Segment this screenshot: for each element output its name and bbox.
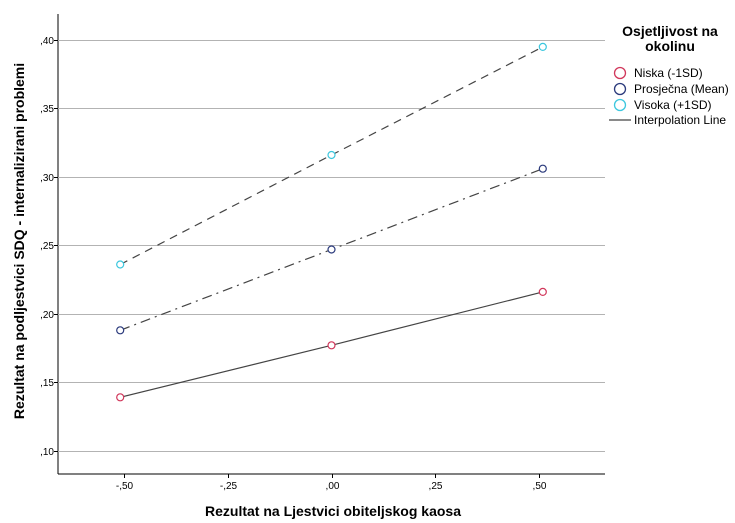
legend-marker <box>613 98 627 112</box>
x-axis: -,50 -,25 ,00 ,25 ,50 <box>116 474 547 492</box>
legend-label: Niska (-1SD) <box>634 66 703 80</box>
x-tick-label: -,50 <box>116 481 134 492</box>
x-tick-label: ,50 <box>533 481 547 492</box>
data-point <box>327 341 336 350</box>
series-2 <box>116 164 547 335</box>
data-point <box>327 150 336 160</box>
y-axis: ,10 ,15 ,20 ,25 ,30 ,35 ,40 <box>40 36 58 458</box>
x-tick-label: -,25 <box>220 481 238 492</box>
series-1 <box>116 287 547 402</box>
x-tick-label: ,00 <box>326 481 340 492</box>
data-point <box>116 393 125 402</box>
y-tick-label: ,30 <box>40 173 54 184</box>
y-tick-label: ,25 <box>40 241 54 252</box>
y-tick-label: ,10 <box>40 447 54 458</box>
legend-title: Osjetljivost na <box>622 23 718 39</box>
plot-frame <box>57 14 605 475</box>
legend-label: Visoka (+1SD) <box>634 98 711 112</box>
legend-marker <box>613 66 627 80</box>
y-tick-label: ,35 <box>40 104 54 115</box>
legend-interpolation-label: Interpolation Line <box>634 113 726 127</box>
y-tick-label: ,20 <box>40 310 54 321</box>
legend-label: Prosječna (Mean) <box>634 82 729 96</box>
legend-marker <box>613 82 627 96</box>
data-point <box>538 42 547 52</box>
series-line <box>119 46 544 266</box>
y-axis-title: Rezultat na podljestvici SDQ - internali… <box>11 63 27 419</box>
x-tick-label: ,25 <box>429 481 443 492</box>
series-3 <box>116 42 547 269</box>
data-point <box>538 164 547 173</box>
data-point <box>327 245 336 254</box>
y-tick-label: ,40 <box>40 36 54 47</box>
data-point <box>116 326 125 335</box>
x-axis-title: Rezultat na Ljestvici obiteljskog kaosa <box>205 503 461 519</box>
data-point <box>538 287 547 296</box>
series-layer <box>116 42 547 402</box>
legend-title: okolinu <box>645 38 695 54</box>
y-tick-label: ,15 <box>40 378 54 389</box>
data-point <box>116 260 125 269</box>
